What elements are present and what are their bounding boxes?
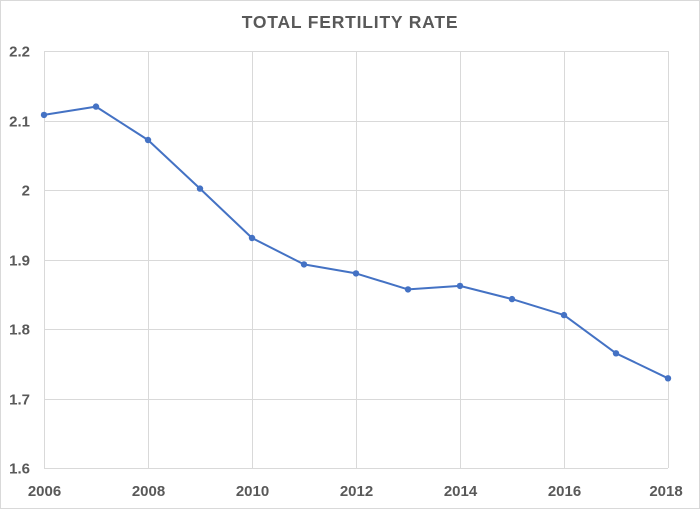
series xyxy=(40,103,672,382)
y-tick-label-1-7: 1.7 xyxy=(9,392,30,409)
y-tick-label-1-6: 1.6 xyxy=(9,461,30,478)
x-tick-label-2018: 2018 xyxy=(649,483,682,500)
x-tick-label-2014: 2014 xyxy=(444,483,478,500)
data-point-2008[interactable] xyxy=(144,136,152,144)
data-point-2013[interactable] xyxy=(404,286,412,293)
data-point-2014[interactable] xyxy=(456,282,464,290)
y-axis-tick-labels: 1.6 1.7 1.8 1.9 2 2.1 2.2 xyxy=(9,44,30,478)
data-point-2009[interactable] xyxy=(196,185,204,192)
y-tick-label-1-8: 1.8 xyxy=(9,322,30,339)
chart-title: TOTAL FERTILITY RATE xyxy=(242,12,459,32)
y-tick-label-2: 2 xyxy=(22,183,30,200)
x-tick-label-2008: 2008 xyxy=(132,483,165,500)
y-tick-label-1-9: 1.9 xyxy=(9,253,30,270)
data-point-2006[interactable] xyxy=(40,111,48,119)
grid xyxy=(44,51,669,469)
x-tick-label-2006: 2006 xyxy=(28,483,61,500)
y-tick-label-2-2: 2.2 xyxy=(9,44,30,61)
data-point-2018[interactable] xyxy=(664,375,672,382)
y-tick-label-2-1: 2.1 xyxy=(9,114,30,131)
data-point-2015[interactable] xyxy=(508,295,516,303)
data-point-2017[interactable] xyxy=(612,350,620,357)
data-point-2011[interactable] xyxy=(300,261,308,268)
data-point-2007[interactable] xyxy=(92,103,100,110)
x-tick-label-2010: 2010 xyxy=(236,483,269,500)
x-tick-label-2012: 2012 xyxy=(340,483,373,500)
data-point-2012[interactable] xyxy=(352,270,360,277)
x-axis-tick-labels: 2006 2008 2010 2012 2014 2016 2018 xyxy=(28,483,683,500)
data-point-2016[interactable] xyxy=(560,311,568,319)
data-point-2010[interactable] xyxy=(248,234,256,242)
x-tick-label-2016: 2016 xyxy=(548,483,581,500)
